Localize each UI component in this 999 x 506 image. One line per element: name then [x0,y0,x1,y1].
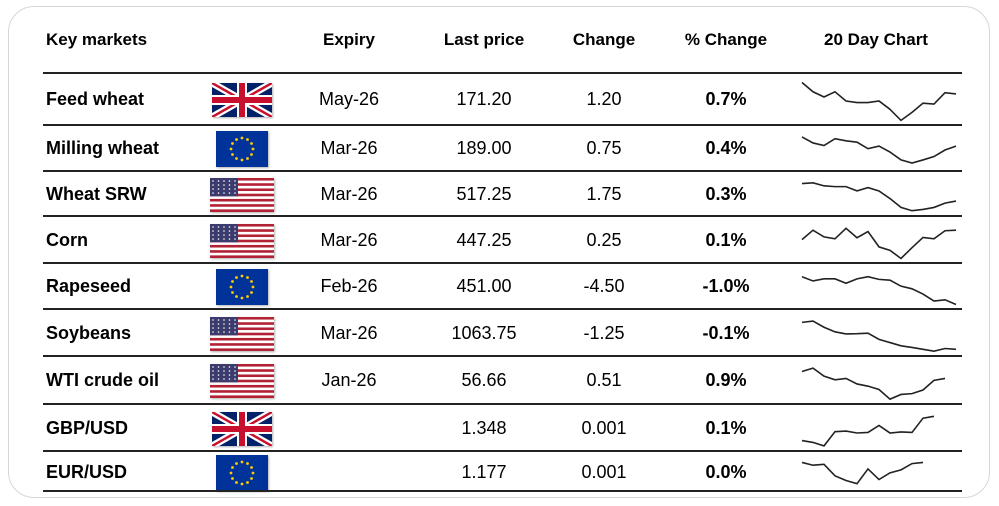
pct-change: 0.1% [705,417,747,438]
table-row: Milling wheat Mar-26 189.00 0.75 0.4% [43,124,962,172]
change: 0.51 [586,370,622,390]
pct-change: 0.0% [705,462,747,482]
sparkline [801,275,957,306]
market-name: Rapeseed [46,276,132,296]
change: -4.50 [583,276,625,296]
eu-flag-icon [216,131,268,167]
last-price: 517.25 [456,183,512,204]
last-price: 451.00 [456,276,512,296]
table-row: Corn Mar-26 447.25 0.25 0.1% [43,215,962,264]
expiry: Mar-26 [320,229,378,250]
sparkline [801,136,957,164]
table-row: Rapeseed Feb-26 451.00 -4.50 -1.0% [43,262,962,310]
expiry: Mar-26 [320,183,378,204]
pct-change: 0.4% [705,138,747,158]
sparkline-chart [801,136,957,164]
sparkline-chart [801,275,957,306]
last-price: 171.20 [456,89,512,109]
table-row: GBP/USD 1.348 0.001 0.1% [43,403,962,452]
us-flag-icon [210,316,274,351]
pct-change: -0.1% [702,322,750,343]
uk-flag-icon [210,79,274,121]
pct-change: 0.1% [705,229,747,250]
table-row: EUR/USD 1.177 0.001 0.0% [43,450,962,494]
expiry: Mar-26 [320,138,378,158]
expiry: Jan-26 [321,370,377,390]
header-expiry: Expiry [323,30,375,49]
change: 1.75 [586,183,622,204]
sparkline [801,81,957,122]
market-name: WTI crude oil [46,370,160,390]
change: 0.25 [586,229,622,250]
expiry: May-26 [318,89,380,109]
header-key-markets: Key markets [46,30,148,49]
change: 0.001 [581,417,627,438]
change: 0.001 [581,462,627,482]
last-price: 1.177 [461,462,507,482]
market-name: EUR/USD [46,462,128,482]
us-flag-icon [210,177,274,212]
table-row: Soybeans Mar-26 1063.75 -1.25 -0.1% [43,308,962,357]
sparkline-chart [801,81,957,122]
change: 1.20 [586,89,622,109]
last-price: 56.66 [461,370,507,390]
header-pct-change: % Change [684,30,768,49]
sparkline [801,461,924,485]
market-name: Soybeans [46,322,132,343]
header-change: Change [572,30,636,49]
pct-change: 0.7% [705,89,747,109]
pct-change: 0.3% [705,183,747,204]
table-row: WTI crude oil Jan-26 56.66 0.51 0.9% [43,355,962,405]
last-price: 447.25 [456,229,512,250]
sparkline [801,320,957,353]
us-flag-icon [210,223,274,258]
pct-change: 0.9% [705,370,747,390]
sparkline-chart [801,367,946,401]
eu-flag-icon [216,269,268,305]
last-price: 1.348 [461,417,507,438]
eu-flag-icon [216,455,268,491]
market-name: Corn [46,229,88,250]
sparkline-chart [801,182,957,212]
last-price: 189.00 [456,138,512,158]
change: 0.75 [586,138,622,158]
header-last-price: Last price [443,30,525,49]
last-price: 1063.75 [451,322,517,343]
table-row: Feed wheat May-26 171.20 1.20 0.7% [43,72,962,126]
change: -1.25 [583,322,625,343]
expiry: Mar-26 [320,322,378,343]
sparkline [801,367,946,401]
us-flag-icon [210,364,274,399]
market-name: Milling wheat [46,138,160,158]
sparkline-chart [801,320,957,353]
header-20-day-chart: 20 Day Chart [824,30,928,49]
sparkline [801,415,935,447]
sparkline [801,182,957,212]
table-row: Wheat SRW Mar-26 517.25 1.75 0.3% [43,170,962,217]
market-name: GBP/USD [46,417,129,438]
table-bottom-border [43,490,962,492]
sparkline-chart [801,415,935,447]
uk-flag-icon [210,408,274,449]
sparkline-chart [801,227,957,260]
expiry: Feb-26 [320,276,378,296]
sparkline [801,227,957,260]
market-name: Wheat SRW [46,183,147,204]
pct-change: -1.0% [702,276,750,296]
sparkline-chart [801,461,924,485]
market-name: Feed wheat [46,89,145,109]
key-markets-card [8,6,990,498]
